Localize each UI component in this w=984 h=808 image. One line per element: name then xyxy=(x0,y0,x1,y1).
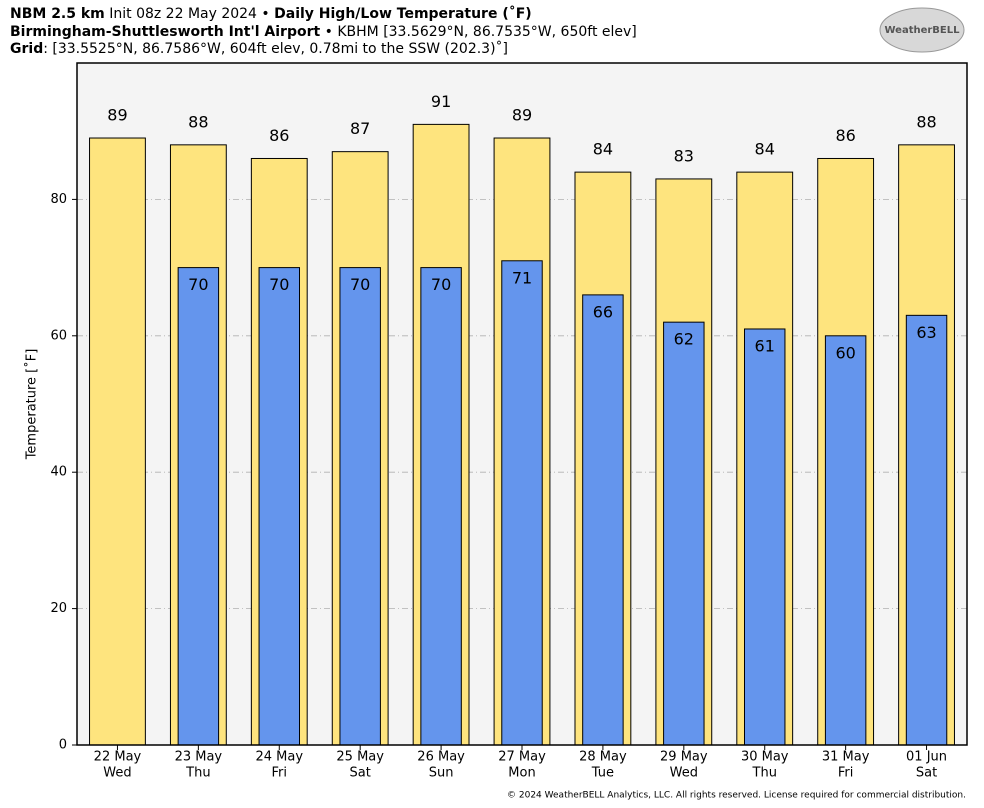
x-tick-sublabel: Sat xyxy=(350,766,371,781)
y-tick-label: 40 xyxy=(50,465,67,480)
value-label: 70 xyxy=(188,275,208,294)
x-tick-label: 25 May xyxy=(336,750,384,765)
header-text: • KBHM [33.5629°N, 86.7535°W, 650ft elev… xyxy=(320,24,637,40)
value-label: 88 xyxy=(188,112,208,131)
value-label: 91 xyxy=(431,92,451,111)
x-tick-label: 26 May xyxy=(417,750,465,765)
value-label: 86 xyxy=(835,126,855,145)
x-tick-label: 01 Jun xyxy=(906,750,947,765)
value-label: 62 xyxy=(674,330,694,349)
y-tick-label: 20 xyxy=(50,601,67,616)
x-tick-sublabel: Tue xyxy=(591,766,614,781)
y-tick-label: 60 xyxy=(50,328,67,343)
header-line: NBM 2.5 km Init 08z 22 May 2024 • Daily … xyxy=(10,5,532,22)
value-label: 84 xyxy=(593,140,613,159)
header-text: : [33.5525°N, 86.7586°W, 604ft elev, 0.7… xyxy=(43,40,508,57)
bar xyxy=(258,267,300,746)
copyright: © 2024 WeatherBELL Analytics, LLC. All r… xyxy=(507,791,966,801)
value-label: 83 xyxy=(674,146,694,165)
x-tick-label: 23 May xyxy=(175,750,223,765)
y-axis-label: Temperature [˚F] xyxy=(24,349,40,461)
header-text: NBM 2.5 km xyxy=(10,6,105,22)
bar xyxy=(420,267,462,746)
bar xyxy=(339,267,381,746)
value-label: 70 xyxy=(269,275,289,294)
bar xyxy=(824,335,867,746)
y-tick-label: 80 xyxy=(50,192,67,207)
value-label: 70 xyxy=(350,275,370,294)
x-tick-label: 31 May xyxy=(822,750,870,765)
bar xyxy=(744,328,786,746)
value-label: 88 xyxy=(916,112,936,131)
x-tick-label: 28 May xyxy=(579,750,627,765)
value-label: 60 xyxy=(835,343,855,362)
value-label: 89 xyxy=(107,106,127,125)
x-tick-label: 22 May xyxy=(94,750,142,765)
logo: WeatherBELL xyxy=(884,25,960,36)
header-text: Grid xyxy=(10,41,43,57)
header-text: Init 08z 22 May 2024 • xyxy=(105,6,274,22)
value-label: 63 xyxy=(916,323,936,342)
x-tick-sublabel: Thu xyxy=(752,766,777,781)
value-label: 84 xyxy=(755,140,775,159)
header-line: Grid: [33.5525°N, 86.7586°W, 604ft elev,… xyxy=(10,40,508,57)
x-tick-sublabel: Thu xyxy=(185,766,210,781)
value-label: 86 xyxy=(269,126,289,145)
bar xyxy=(89,137,146,746)
x-tick-label: 27 May xyxy=(498,750,546,765)
value-label: 87 xyxy=(350,119,370,138)
bar xyxy=(905,314,948,746)
plot-frame xyxy=(76,62,968,746)
bar xyxy=(582,294,624,746)
x-tick-sublabel: Sun xyxy=(429,766,454,781)
value-label: 61 xyxy=(755,336,775,355)
x-tick-label: 29 May xyxy=(660,750,708,765)
value-label: 70 xyxy=(431,275,451,294)
bar xyxy=(663,321,705,746)
x-tick-sublabel: Fri xyxy=(838,766,854,781)
header-text: Daily High/Low Temperature (˚F) xyxy=(274,5,532,22)
x-tick-sublabel: Fri xyxy=(272,766,288,781)
x-tick-sublabel: Mon xyxy=(508,766,535,781)
x-tick-sublabel: Wed xyxy=(670,766,698,781)
bar xyxy=(501,260,543,746)
header-text: Birmingham-Shuttlesworth Int'l Airport xyxy=(10,24,320,40)
x-tick-label: 30 May xyxy=(741,750,789,765)
x-tick-sublabel: Sat xyxy=(916,766,937,781)
logo-mark xyxy=(879,7,965,53)
value-label: 71 xyxy=(512,268,532,287)
header-line: Birmingham-Shuttlesworth Int'l Airport •… xyxy=(10,24,637,40)
value-label: 89 xyxy=(512,106,532,125)
x-tick-sublabel: Wed xyxy=(103,766,131,781)
x-tick-label: 24 May xyxy=(255,750,303,765)
value-label: 66 xyxy=(593,302,613,321)
y-tick-label: 0 xyxy=(59,738,67,753)
bar xyxy=(177,267,220,746)
